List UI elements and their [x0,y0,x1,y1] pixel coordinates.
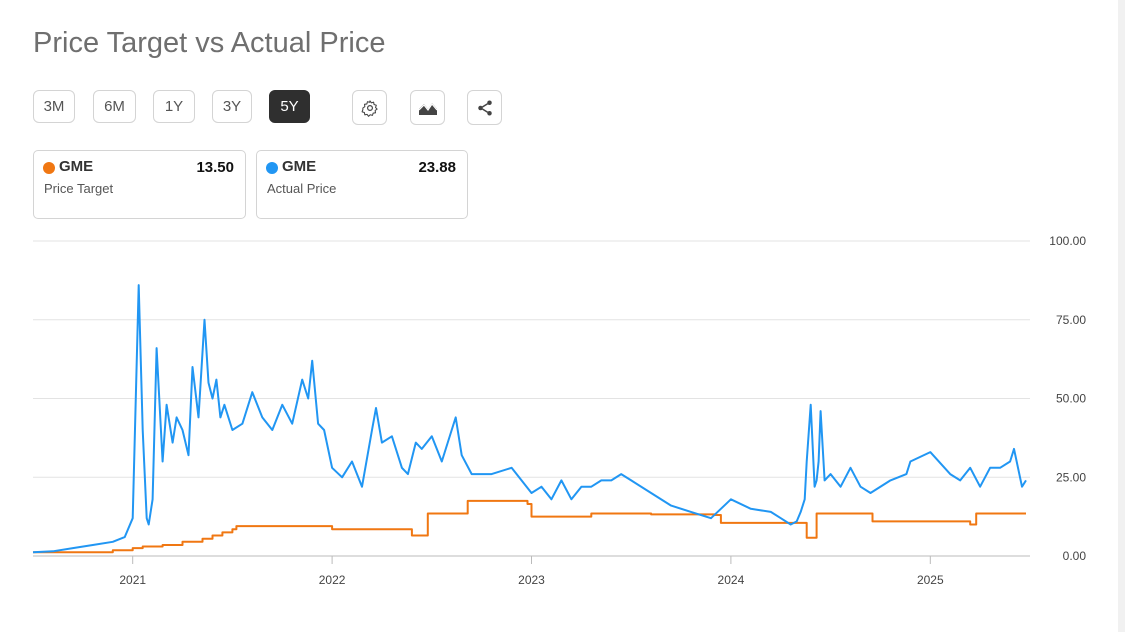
legend-value: 23.88 [418,159,456,176]
range-button-5y[interactable]: 5Y [269,90,310,123]
y-tick-label: 50.00 [1056,392,1086,406]
settings-button[interactable] [352,90,387,125]
chart-type-button[interactable] [410,90,445,125]
legend-value: 13.50 [196,159,234,176]
legend-price-target[interactable]: GME 13.50 Price Target [33,150,246,219]
actual-price-swatch [266,162,278,174]
legend-ticker: GME [282,158,317,175]
page-title: Price Target vs Actual Price [33,27,386,59]
price-target-swatch [43,162,55,174]
legend-label: Actual Price [267,181,337,196]
legend-actual-price[interactable]: GME 23.88 Actual Price [256,150,468,219]
range-button-1y[interactable]: 1Y [153,90,195,123]
settings-icon [361,99,378,117]
x-tick-label: 2022 [319,573,346,587]
x-tick-label: 2024 [718,573,745,587]
y-tick-label: 25.00 [1056,470,1086,484]
range-button-3m[interactable]: 3M [33,90,75,123]
y-tick-label: 100.00 [1049,234,1086,248]
chart-type-icon [418,102,437,115]
share-icon [477,100,492,115]
y-tick-label: 75.00 [1056,313,1086,327]
x-tick-label: 2021 [119,573,146,587]
x-tick-label: 2025 [917,573,944,587]
actual-price-line [32,284,1027,554]
y-tick-label: 0.00 [1063,549,1087,563]
price-target-line [33,499,1026,554]
range-button-6m[interactable]: 6M [93,90,136,123]
range-button-3y[interactable]: 3Y [212,90,252,123]
x-tick-label: 2023 [518,573,545,587]
legend-label: Price Target [44,181,114,196]
legend-ticker: GME [59,158,94,175]
share-button[interactable] [467,90,502,125]
